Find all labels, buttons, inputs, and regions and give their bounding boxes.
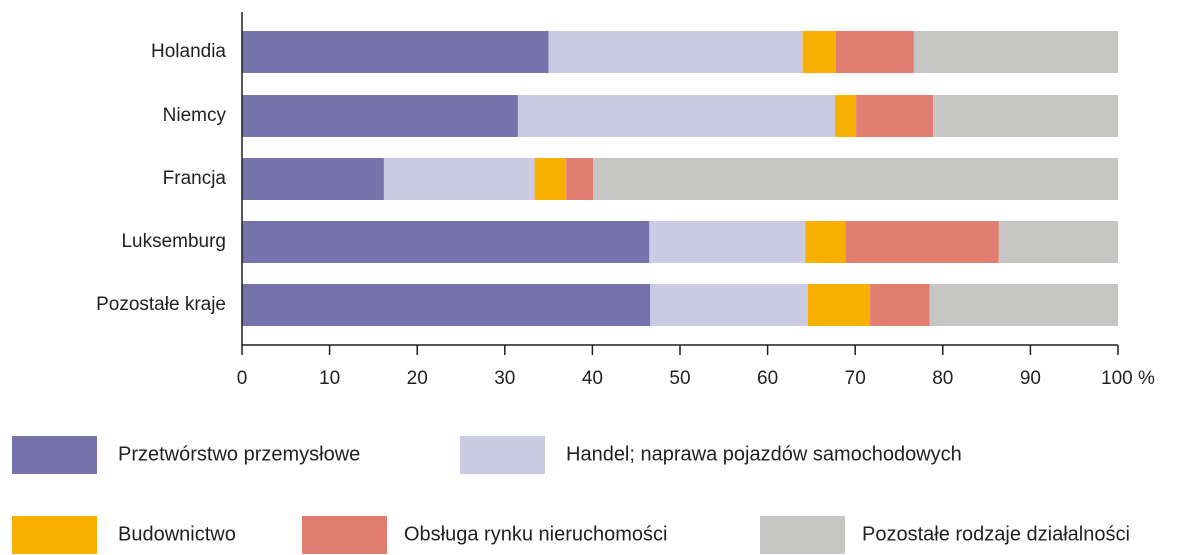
y-tick-label: Francja xyxy=(163,168,227,189)
legend-label: Pozostałe rodzaje działalności xyxy=(862,523,1130,545)
bar-segment xyxy=(835,31,914,73)
x-tick-label: 30 xyxy=(494,368,515,389)
x-tick-label: 40 xyxy=(582,368,603,389)
bar-segment xyxy=(856,95,934,137)
bar-segment xyxy=(242,158,384,200)
legend-swatch xyxy=(460,436,545,474)
bar-segment xyxy=(566,158,594,200)
legend-swatch xyxy=(12,436,97,474)
x-tick-label: 60 xyxy=(757,368,778,389)
y-tick-label: Holandia xyxy=(151,41,226,62)
x-tick-label: 80 xyxy=(932,368,953,389)
x-tick-label: 70 xyxy=(845,368,866,389)
bar-segment xyxy=(933,95,1118,137)
bar-segment xyxy=(805,221,846,263)
x-tick-label: 100 % xyxy=(1101,368,1155,389)
bar-segment xyxy=(913,31,1118,73)
bar-segment xyxy=(650,284,808,326)
bar-segment xyxy=(242,31,549,73)
x-tick-label: 0 xyxy=(237,368,248,389)
bar-segment xyxy=(649,221,806,263)
bar-segment xyxy=(534,158,567,200)
x-tick-label: 10 xyxy=(319,368,340,389)
bar-segment xyxy=(998,221,1118,263)
bar-segment xyxy=(802,31,836,73)
bar-segment xyxy=(845,221,999,263)
legend-swatch xyxy=(760,516,845,554)
legend-label: Przetwórstwo przemysłowe xyxy=(118,443,360,465)
bar-segment xyxy=(242,221,650,263)
legend-label: Obsługa rynku nieruchomości xyxy=(404,523,667,545)
legend-swatch xyxy=(302,516,387,554)
y-tick-label: Luksemburg xyxy=(121,231,226,252)
legend-label: Handel; naprawa pojazdów samochodowych xyxy=(566,443,962,465)
bar-segment xyxy=(242,284,651,326)
y-tick-label: Pozostałe kraje xyxy=(96,294,226,315)
bar-segment xyxy=(242,95,518,137)
legend-label: Budownictwo xyxy=(118,523,236,545)
bar-segment xyxy=(548,31,803,73)
bar-segment xyxy=(870,284,930,326)
y-tick-label: Niemcy xyxy=(163,105,227,126)
bar-segment xyxy=(929,284,1118,326)
x-tick-label: 20 xyxy=(407,368,428,389)
bar-segment xyxy=(807,284,871,326)
bar-segment xyxy=(593,158,1118,200)
x-tick-label: 90 xyxy=(1020,368,1041,389)
bar-segment xyxy=(517,95,836,137)
legend-swatch xyxy=(12,516,97,554)
bar-segment xyxy=(835,95,857,137)
x-tick-label: 50 xyxy=(669,368,690,389)
bar-segment xyxy=(383,158,535,200)
